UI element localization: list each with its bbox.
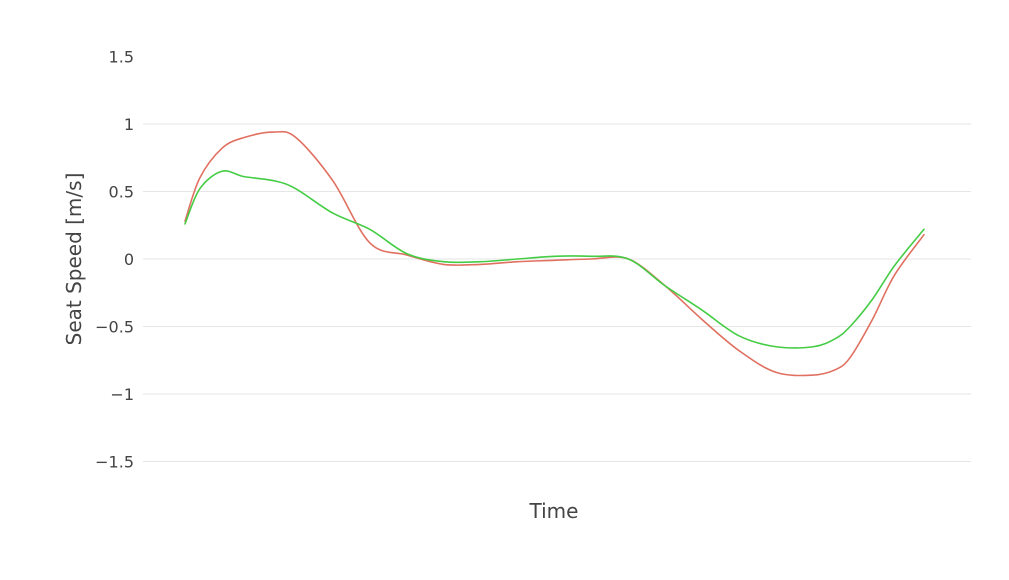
y-tick-label: 0	[124, 250, 134, 269]
y-tick-label: −1.5	[95, 453, 134, 472]
y-tick-label: 1	[124, 115, 134, 134]
series-line-2	[184, 170, 925, 349]
series-lines	[184, 130, 925, 377]
gridlines	[143, 123, 971, 462]
y-tick-label: −1	[110, 385, 134, 404]
series-line-1	[184, 130, 925, 377]
y-tick-label: 1.5	[109, 48, 134, 67]
x-axis-title: Time	[529, 499, 579, 523]
y-tick-label: 0.5	[109, 183, 134, 202]
y-axis-tick-labels: 1.5 1 0.5 0 −0.5 −1 −1.5	[95, 48, 134, 472]
y-tick-label: −0.5	[95, 318, 134, 337]
y-axis-title: Seat Speed [m/s]	[62, 173, 86, 346]
